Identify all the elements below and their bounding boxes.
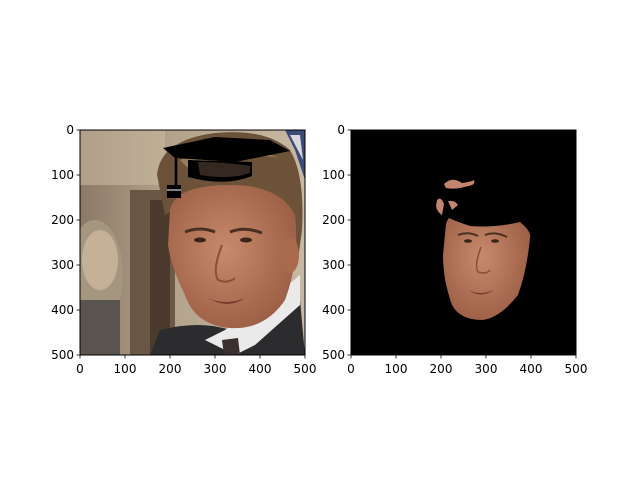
right-panel-frame — [350, 129, 577, 356]
left-panel-image — [80, 130, 305, 355]
right-y-tick-label: 500 — [322, 348, 345, 362]
right-panel-image — [351, 130, 576, 355]
left-y-tick-label: 500 — [51, 348, 74, 362]
right-y-tick-label: 400 — [322, 303, 345, 317]
left-y-tick-label: 300 — [51, 258, 74, 272]
right-y-tick-label: 100 — [322, 168, 345, 182]
right-x-tick-label: 300 — [475, 362, 498, 376]
right-y-tick-label: 0 — [337, 123, 345, 137]
left-y-tick-label: 0 — [66, 123, 74, 137]
right-x-tick-label: 400 — [520, 362, 543, 376]
left-x-tick-label: 200 — [159, 362, 182, 376]
left-x-tick-label: 400 — [249, 362, 272, 376]
left-x-tick-label: 0 — [76, 362, 84, 376]
left-x-tick-label: 500 — [294, 362, 317, 376]
left-x-tick-label: 100 — [114, 362, 137, 376]
right-x-tick-label: 500 — [565, 362, 588, 376]
right-x-tick-label: 100 — [385, 362, 408, 376]
left-y-tick-label: 400 — [51, 303, 74, 317]
right-x-tick-label: 200 — [430, 362, 453, 376]
left-y-tick-label: 100 — [51, 168, 74, 182]
left-y-tick-label: 200 — [51, 213, 74, 227]
left-panel-frame — [79, 129, 306, 356]
right-x-tick-label: 0 — [347, 362, 355, 376]
left-x-tick-label: 300 — [204, 362, 227, 376]
right-y-tick-label: 300 — [322, 258, 345, 272]
right-y-tick-label: 200 — [322, 213, 345, 227]
